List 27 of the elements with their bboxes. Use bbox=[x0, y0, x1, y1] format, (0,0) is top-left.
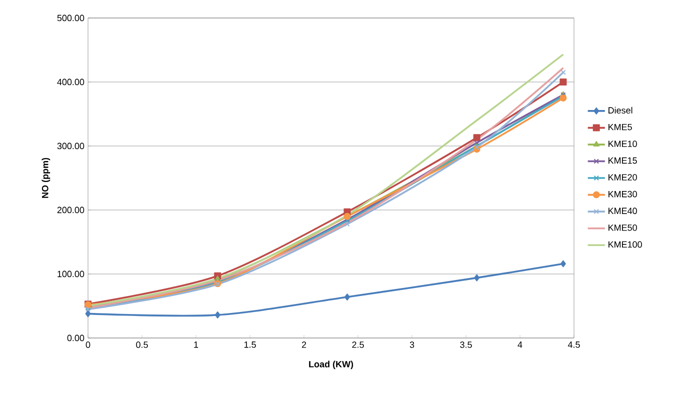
x-axis-title: Load (KW) bbox=[309, 360, 354, 370]
y-tick-label: 400.00 bbox=[57, 78, 84, 86]
legend-label: KME40 bbox=[608, 208, 637, 214]
x-tick-label: 3 bbox=[410, 342, 414, 348]
y-axis-title: NO (ppm) bbox=[42, 158, 50, 198]
legend-label: Diesel bbox=[608, 106, 632, 114]
y-tick-label: 200.00 bbox=[57, 206, 84, 214]
legend-label: KME15 bbox=[608, 157, 637, 164]
x-tick-label: 2 bbox=[302, 342, 306, 348]
y-tick-label: 300.00 bbox=[57, 142, 84, 150]
x-tick-label: 2.5 bbox=[352, 342, 364, 348]
x-tick-label: 3.5 bbox=[460, 342, 472, 348]
x-tick-label: 0.5 bbox=[136, 342, 148, 348]
x-tick-label: 1.5 bbox=[244, 342, 256, 348]
y-tick-label: 500.00 bbox=[57, 14, 84, 22]
legend-label: KME100 bbox=[608, 241, 642, 248]
x-tick-label: 0 bbox=[86, 342, 90, 348]
legend-label: KME20 bbox=[608, 174, 637, 181]
legend-label: KME5 bbox=[608, 124, 632, 130]
legend-label: KME30 bbox=[608, 190, 637, 198]
legend-label: KME50 bbox=[608, 224, 637, 231]
x-tick-label: 4.5 bbox=[568, 342, 580, 348]
x-tick-label: 1 bbox=[194, 342, 198, 348]
y-tick-label: 0.00 bbox=[67, 334, 84, 342]
y-tick-label: 100.00 bbox=[58, 270, 84, 278]
x-tick-label: 4 bbox=[518, 342, 522, 348]
legend-label: KME10 bbox=[608, 140, 637, 148]
